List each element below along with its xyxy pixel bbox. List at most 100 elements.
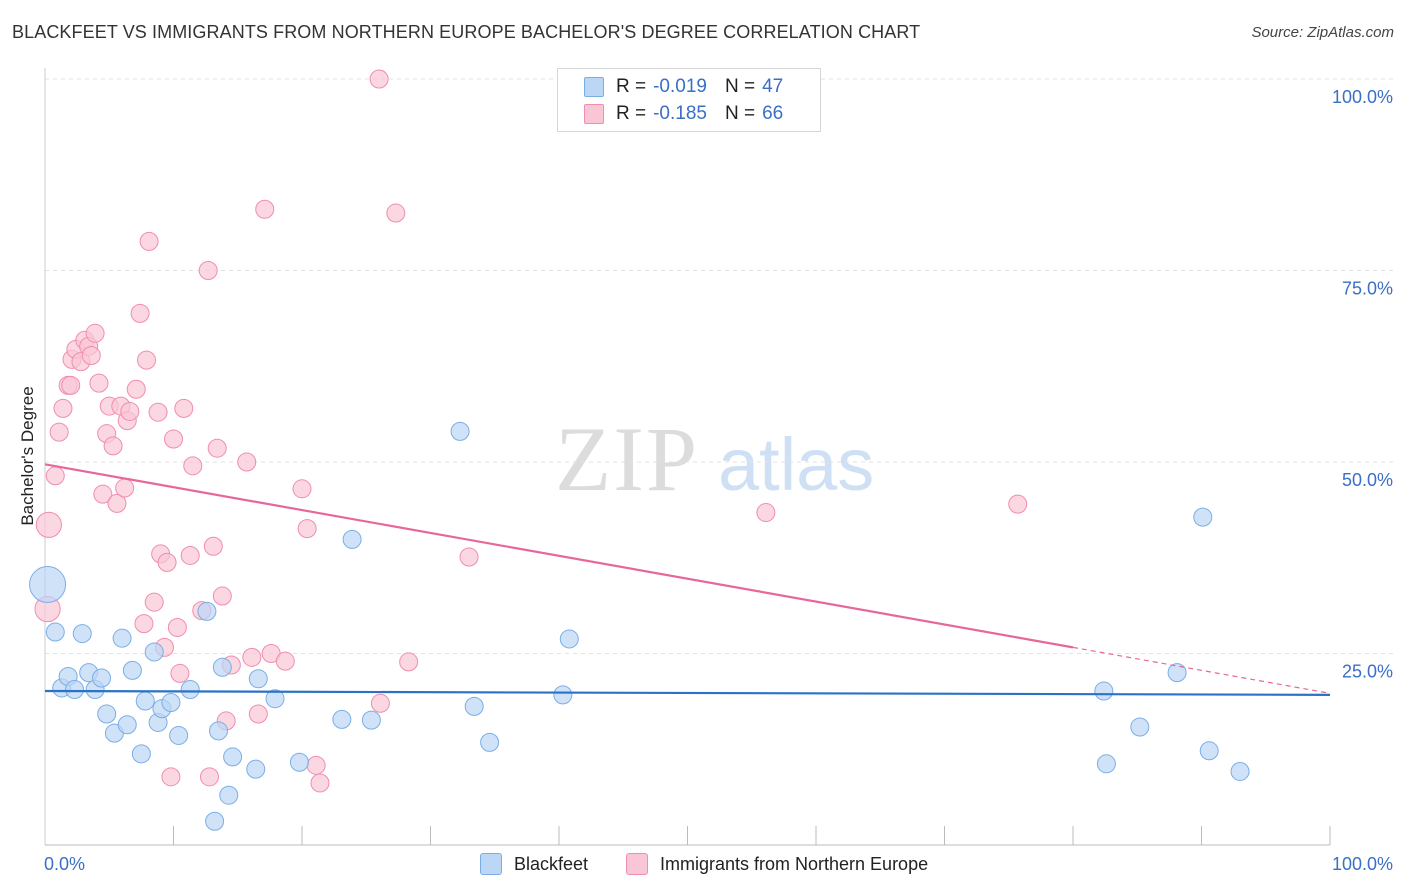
blackfeet-point	[342, 529, 362, 549]
blackfeet-point	[450, 421, 470, 441]
blackfeet-point	[205, 811, 225, 831]
blackfeet-point	[480, 732, 500, 752]
blackfeet-swatch	[584, 77, 604, 97]
legend-r-label: R =	[616, 103, 647, 124]
northern-europe-legend-swatch	[626, 853, 648, 875]
blackfeet-point	[559, 629, 579, 649]
northern-europe-point	[212, 586, 232, 606]
blackfeet-point	[289, 752, 309, 772]
northern-europe-point	[242, 647, 262, 667]
northern-europe-point	[183, 456, 203, 476]
northern-europe-point	[174, 398, 194, 418]
northern-europe-point	[248, 704, 268, 724]
northern-europe-point	[306, 755, 326, 775]
northern-europe-point	[157, 552, 177, 572]
x-tick-label-start: 0.0%	[44, 854, 85, 874]
blackfeet-point	[1167, 663, 1187, 683]
northern-europe-point	[237, 452, 257, 472]
blackfeet-point	[97, 704, 117, 724]
northern-europe-trendline-extension	[1072, 646, 1331, 694]
northern-europe-swatch	[584, 104, 604, 124]
legend-r-value: -0.185	[653, 103, 707, 124]
blackfeet-legend-swatch	[480, 853, 502, 875]
blackfeet-point	[197, 601, 217, 621]
northern-europe-point	[1008, 494, 1028, 514]
northern-europe-point	[35, 511, 62, 538]
blackfeet-point	[464, 696, 484, 716]
correlation-legend: R = -0.019 N = 47 R = -0.185 N = 66	[557, 68, 821, 132]
northern-europe-point	[203, 536, 223, 556]
northern-europe-point	[103, 436, 123, 456]
blackfeet-point	[361, 710, 381, 730]
blackfeet-point	[122, 660, 142, 680]
northern-europe-point	[180, 545, 200, 565]
northern-europe-point	[45, 466, 65, 486]
northern-europe-point	[107, 493, 127, 513]
blackfeet-legend-label: Blackfeet	[514, 853, 589, 874]
northern-europe-point	[89, 373, 109, 393]
northern-europe-point	[144, 592, 164, 612]
northern-europe-point	[93, 484, 113, 504]
legend-n-label: N =	[724, 103, 756, 124]
blackfeet-point	[1193, 507, 1213, 527]
y-tick-label: 75.0%	[1342, 279, 1393, 299]
northern-europe-point	[297, 519, 317, 539]
blackfeet-point	[65, 680, 85, 700]
blackfeet-point	[180, 680, 200, 700]
blackfeet-point	[246, 759, 266, 779]
blackfeet-point	[72, 624, 92, 644]
legend-r-label: R =	[616, 76, 647, 97]
northern-europe-point	[756, 503, 776, 523]
blackfeet-point	[169, 725, 189, 745]
northern-europe-legend-label: Immigrants from Northern Europe	[660, 853, 929, 874]
northern-europe-point	[130, 303, 150, 323]
bottom-legend-blackfeet: Blackfeet	[480, 851, 588, 877]
blackfeet-point	[161, 693, 181, 713]
northern-europe-point	[310, 773, 330, 793]
blackfeet-point	[1130, 717, 1150, 737]
northern-europe-point	[53, 398, 73, 418]
legend-row-northern-europe: R = -0.185 N = 66	[584, 101, 783, 127]
blackfeet-point	[265, 689, 285, 709]
northern-europe-point	[49, 422, 69, 442]
blackfeet-point	[1096, 754, 1116, 774]
blackfeet-point	[1199, 741, 1219, 761]
legend-row-blackfeet: R = -0.019 N = 47	[584, 74, 783, 100]
bottom-legend-northern-europe: Immigrants from Northern Europe	[626, 851, 928, 877]
chart-title: BLACKFEET VS IMMIGRANTS FROM NORTHERN EU…	[12, 22, 921, 42]
blackfeet-point	[223, 747, 243, 767]
northern-europe-point	[459, 547, 479, 567]
blackfeet-point	[112, 628, 132, 648]
blackfeet-point	[92, 668, 112, 688]
legend-n-label: N =	[724, 76, 756, 97]
blackfeet-point	[1230, 761, 1250, 781]
northern-europe-point	[255, 199, 275, 219]
watermark-zip: ZIP	[555, 408, 699, 510]
northern-europe-point	[161, 767, 181, 787]
blackfeet-point	[248, 669, 268, 689]
northern-europe-point	[139, 231, 159, 251]
northern-europe-point	[164, 429, 183, 449]
northern-europe-point	[167, 617, 187, 637]
blackfeet-trendline	[44, 689, 1331, 696]
northern-europe-point	[126, 379, 146, 399]
legend-r-value: -0.019	[653, 76, 707, 97]
northern-europe-point	[399, 652, 419, 672]
x-tick-label-end: 100.0%	[1332, 854, 1393, 874]
northern-europe-trendline	[44, 463, 1074, 649]
blackfeet-point	[117, 715, 137, 735]
northern-europe-point	[81, 346, 101, 366]
northern-europe-point	[370, 693, 390, 713]
northern-europe-point	[198, 261, 218, 280]
blackfeet-point	[553, 685, 573, 705]
northern-europe-point	[134, 614, 154, 634]
northern-europe-point	[137, 350, 157, 370]
northern-europe-point	[148, 402, 168, 422]
y-tick-label: 50.0%	[1342, 470, 1393, 490]
northern-europe-point	[199, 767, 219, 787]
blackfeet-point	[1094, 681, 1114, 701]
blackfeet-point	[212, 657, 232, 677]
blackfeet-point	[29, 566, 67, 604]
northern-europe-point	[85, 323, 105, 343]
